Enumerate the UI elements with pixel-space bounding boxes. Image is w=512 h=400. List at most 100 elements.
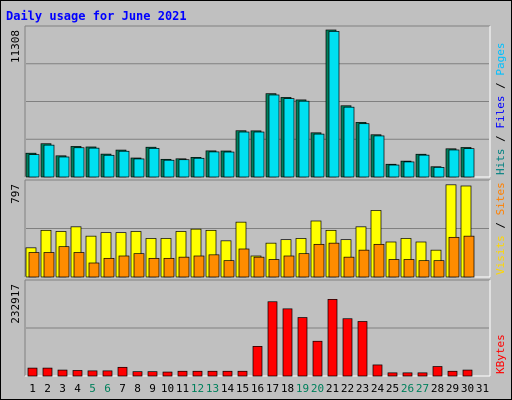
- bar-sites: [328, 242, 340, 278]
- bar-kbytes: [102, 370, 113, 377]
- legend-entry: Pages: [494, 43, 507, 76]
- bar-sites: [388, 259, 400, 278]
- x-tick-label: 23: [356, 382, 369, 395]
- x-tick-label: 17: [266, 382, 279, 395]
- bar-kbytes: [207, 370, 218, 377]
- x-tick-label: 5: [89, 382, 96, 395]
- x-tick-label: 10: [161, 382, 174, 395]
- x-tick-label: 31: [476, 382, 489, 395]
- legend-separator: /: [494, 76, 507, 96]
- x-tick-label: 6: [104, 382, 111, 395]
- bar-kbytes: [42, 367, 53, 377]
- x-tick-label: 15: [236, 382, 249, 395]
- bar-files: [208, 151, 220, 178]
- scale-max-label: 797: [9, 184, 22, 204]
- x-tick-label: 9: [149, 382, 156, 395]
- bar-sites: [148, 257, 160, 278]
- x-tick-label: 4: [74, 382, 81, 395]
- bar-sites: [103, 257, 115, 278]
- bar-files: [163, 159, 175, 178]
- x-tick-label: 19: [296, 382, 309, 395]
- bar-kbytes: [72, 370, 83, 377]
- bar-sites: [433, 260, 445, 278]
- bar-kbytes: [27, 367, 38, 377]
- x-tick-label: 2: [44, 382, 51, 395]
- bar-sites: [283, 255, 295, 278]
- bar-files: [328, 31, 340, 178]
- x-tick-label: 26: [401, 382, 414, 395]
- x-tick-label: 18: [281, 382, 294, 395]
- x-tick-label: 12: [191, 382, 204, 395]
- bar-kbytes: [297, 317, 308, 377]
- bar-files: [193, 157, 205, 178]
- bar-kbytes: [267, 301, 278, 377]
- bar-sites: [373, 243, 385, 278]
- bar-sites: [178, 256, 190, 278]
- bar-files: [403, 161, 415, 178]
- bar-files: [238, 131, 250, 178]
- legend-entry: KBytes: [494, 334, 507, 374]
- bar-files: [283, 98, 295, 178]
- bar-sites: [43, 252, 55, 278]
- bar-sites: [58, 246, 70, 278]
- legend-entry: Files: [494, 96, 507, 129]
- legend-entry: Hits: [494, 149, 507, 176]
- bar-sites: [73, 252, 85, 278]
- bar-kbytes: [327, 299, 338, 377]
- bar-sites: [403, 259, 415, 278]
- bar-kbytes: [462, 369, 473, 377]
- bar-files: [28, 154, 40, 178]
- legend-entry: Visits: [494, 235, 507, 275]
- x-tick-label: 7: [119, 382, 126, 395]
- bar-kbytes: [402, 372, 413, 377]
- bar-sites: [463, 235, 475, 278]
- bar-files: [118, 150, 130, 178]
- bar-kbytes: [147, 371, 158, 377]
- bar-kbytes: [252, 346, 263, 377]
- x-tick-label: 27: [416, 382, 429, 395]
- bar-kbytes: [417, 372, 428, 377]
- bar-files: [343, 106, 355, 178]
- x-tick-label: 21: [326, 382, 339, 395]
- bar-files: [88, 147, 100, 178]
- bar-kbytes: [177, 370, 188, 377]
- x-tick-label: 22: [341, 382, 354, 395]
- bar-kbytes: [222, 370, 233, 377]
- bar-kbytes: [87, 370, 98, 377]
- bar-sites: [133, 253, 145, 278]
- x-tick-label: 11: [176, 382, 189, 395]
- bar-files: [133, 158, 145, 178]
- series-legend-label: KBytes: [494, 334, 507, 374]
- x-tick-label: 20: [311, 382, 324, 395]
- scale-max-label: 11308: [9, 30, 22, 63]
- bar-files: [58, 156, 70, 178]
- series-legend-label: Hits / Files / Pages: [494, 43, 507, 176]
- bar-kbytes: [57, 369, 68, 377]
- bar-sites: [358, 249, 370, 278]
- bar-sites: [118, 255, 130, 278]
- bar-files: [43, 144, 55, 178]
- bar-sites: [313, 243, 325, 278]
- bar-sites: [448, 236, 460, 278]
- bar-files: [418, 154, 430, 178]
- bar-files: [253, 131, 265, 178]
- bar-files: [73, 147, 85, 178]
- bar-kbytes: [312, 340, 323, 377]
- bar-sites: [268, 259, 280, 278]
- legend-separator: /: [494, 129, 507, 149]
- bar-files: [358, 123, 370, 178]
- bar-kbytes: [162, 371, 173, 377]
- x-tick-label: 14: [221, 382, 235, 395]
- bar-files: [298, 100, 310, 178]
- bar-sites: [88, 262, 100, 278]
- bar-files: [268, 94, 280, 178]
- chart-title: Daily usage for June 2021: [6, 9, 187, 23]
- bar-files: [103, 154, 115, 178]
- x-tick-label: 28: [431, 382, 444, 395]
- bar-kbytes: [117, 366, 128, 377]
- bar-kbytes: [387, 372, 398, 377]
- bar-sites: [223, 260, 235, 278]
- x-tick-label: 13: [206, 382, 219, 395]
- bar-sites: [163, 257, 175, 278]
- x-tick-label: 3: [59, 382, 66, 395]
